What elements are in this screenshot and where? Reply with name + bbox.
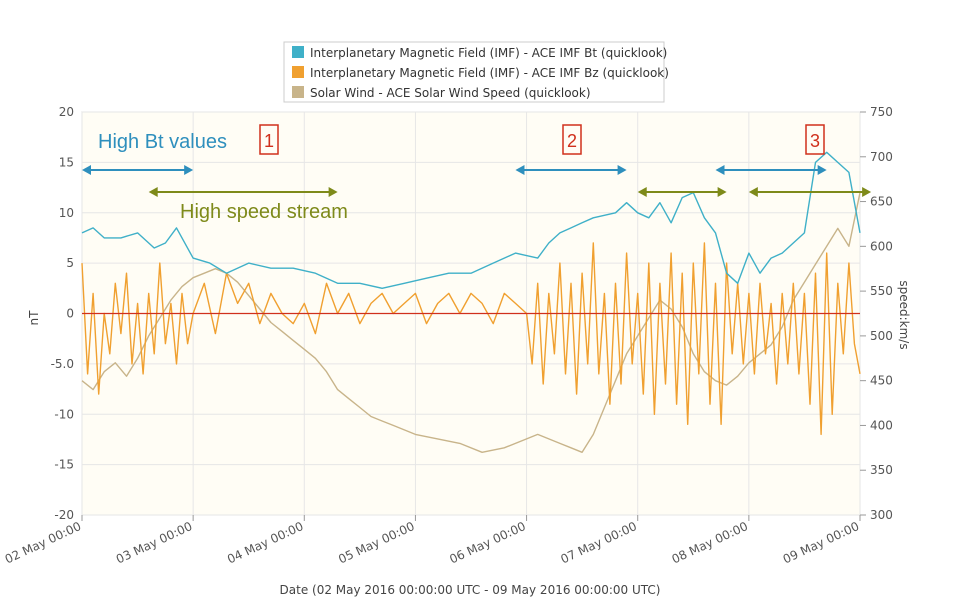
speed-arrow-head-right (862, 187, 872, 197)
x-tick-label: 09 May 00:00 (781, 519, 862, 566)
speed-arrow-head-left (148, 187, 158, 197)
high-bt-label: High Bt values (98, 131, 227, 153)
left-tick-label: -15 (54, 458, 74, 472)
left-tick-label: 0 (66, 307, 74, 321)
right-tick-label: 650 (870, 195, 893, 209)
bt-arrow-head-left (515, 165, 525, 175)
left-tick-label: 10 (59, 206, 74, 220)
speed-arrow-head-right (328, 187, 338, 197)
annotation-box-1 (259, 124, 279, 155)
bt-arrow-head-right (817, 165, 827, 175)
speed-arrow-head-left (637, 187, 647, 197)
annotation-arrows (82, 165, 872, 197)
annotation-box-3 (805, 124, 825, 155)
legend-label-speed: Solar Wind - ACE Solar Wind Speed (quick… (310, 86, 591, 100)
left-tick-label: 20 (59, 105, 74, 119)
left-tick-label: 5 (66, 256, 74, 270)
speed-arrow-head-right (717, 187, 727, 197)
left-tick-label: -5.0 (51, 357, 74, 371)
right-tick-label: 600 (870, 239, 893, 253)
x-tick-label: 02 May 00:00 (3, 519, 84, 566)
annotation-number-2: 2 (567, 131, 577, 151)
bt-arrow-head-left (82, 165, 91, 175)
series-line-0 (81, 151, 861, 289)
left-axis-title: nT (27, 310, 41, 326)
x-tick-label: 07 May 00:00 (558, 519, 639, 566)
bt-arrow-head-right (184, 165, 194, 175)
legend-swatch-bz (292, 66, 304, 78)
speed-arrow-head-left (748, 187, 758, 197)
right-axis-ticks: 750 700 650 600 550 500 450 400 350 300 (860, 105, 893, 522)
left-tick-label: -10 (54, 407, 74, 421)
right-tick-label: 400 (870, 418, 893, 432)
right-tick-label: 450 (870, 374, 893, 388)
legend-swatch-bt (292, 46, 304, 58)
annotations: High Bt values High speed stream 1 2 3 (98, 124, 825, 223)
high-speed-label: High speed stream (180, 201, 348, 223)
bt-arrow-head-right (617, 165, 627, 175)
left-tick-label: 15 (59, 155, 74, 169)
legend-label-bz: Interplanetary Magnetic Field (IMF) - AC… (310, 66, 669, 80)
right-tick-label: 550 (870, 284, 893, 298)
right-axis-title: speed:km/s (897, 280, 911, 349)
right-tick-label: 500 (870, 329, 893, 343)
legend-label-bt: Interplanetary Magnetic Field (IMF) - AC… (310, 46, 667, 60)
right-tick-label: 700 (870, 150, 893, 164)
right-tick-label: 750 (870, 105, 893, 119)
x-axis-ticks: 02 May 00:00 03 May 00:00 04 May 00:00 05 M… (3, 515, 862, 566)
x-tick-label: 03 May 00:00 (114, 519, 195, 566)
x-tick-label: 04 May 00:00 (225, 519, 306, 566)
annotation-box-2 (562, 124, 582, 155)
bt-arrow-head-left (715, 165, 725, 175)
annotation-number-1: 1 (264, 131, 274, 151)
x-tick-label: 08 May 00:00 (670, 519, 751, 566)
right-tick-label: 350 (870, 463, 893, 477)
left-tick-label: -20 (54, 508, 74, 522)
legend-box (283, 41, 665, 103)
series-line-2 (81, 192, 861, 453)
legend[interactable]: Interplanetary Magnetic Field (IMF) - AC… (283, 41, 669, 103)
annotation-number-3: 3 (810, 131, 820, 151)
legend-swatch-speed (292, 86, 304, 98)
x-tick-label: 06 May 00:00 (447, 519, 528, 566)
right-tick-label: 300 (870, 508, 893, 522)
left-axis-ticks: 20 15 10 5 0 -5.0 -10 -15 -20 (51, 105, 74, 522)
x-axis-title: Date (02 May 2016 00:00:00 UTC - 09 May … (280, 583, 661, 597)
x-tick-label: 05 May 00:00 (336, 519, 417, 566)
